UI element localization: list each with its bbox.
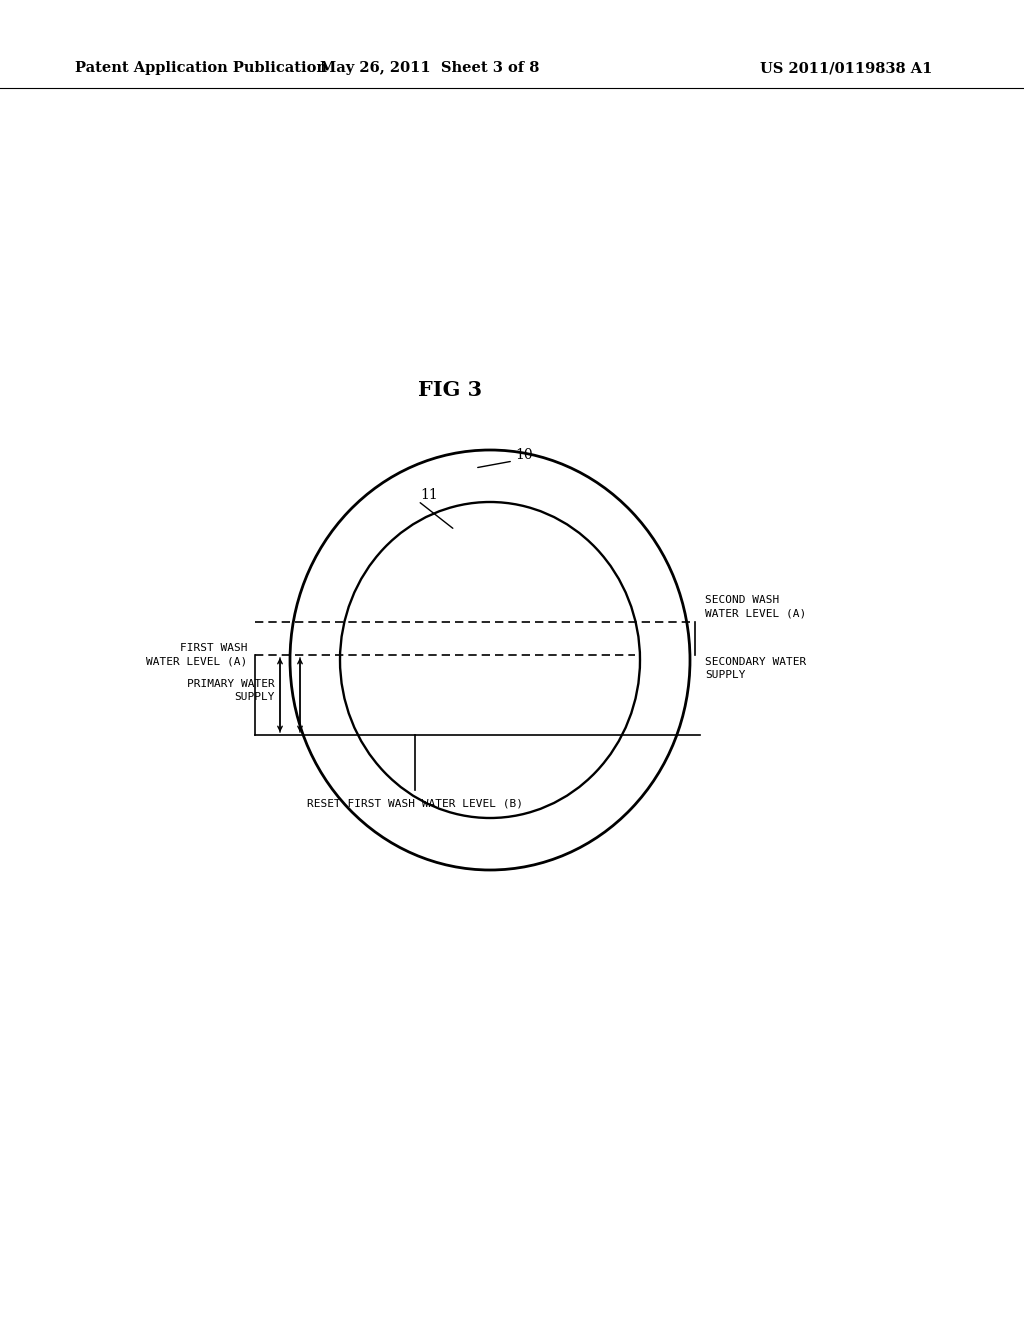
Text: Patent Application Publication: Patent Application Publication — [75, 61, 327, 75]
Text: RESET FIRST WASH WATER LEVEL (B): RESET FIRST WASH WATER LEVEL (B) — [307, 799, 523, 808]
Text: SECONDARY WATER
SUPPLY: SECONDARY WATER SUPPLY — [705, 657, 806, 680]
Text: SECOND WASH
WATER LEVEL (A): SECOND WASH WATER LEVEL (A) — [705, 595, 806, 618]
Text: FIG 3: FIG 3 — [418, 380, 482, 400]
Text: 11: 11 — [420, 488, 437, 502]
Text: 10: 10 — [515, 447, 532, 462]
Text: PRIMARY WATER
SUPPLY: PRIMARY WATER SUPPLY — [187, 678, 275, 702]
Text: May 26, 2011  Sheet 3 of 8: May 26, 2011 Sheet 3 of 8 — [321, 61, 540, 75]
Text: FIRST WASH
WATER LEVEL (A): FIRST WASH WATER LEVEL (A) — [145, 643, 247, 667]
Text: US 2011/0119838 A1: US 2011/0119838 A1 — [760, 61, 933, 75]
